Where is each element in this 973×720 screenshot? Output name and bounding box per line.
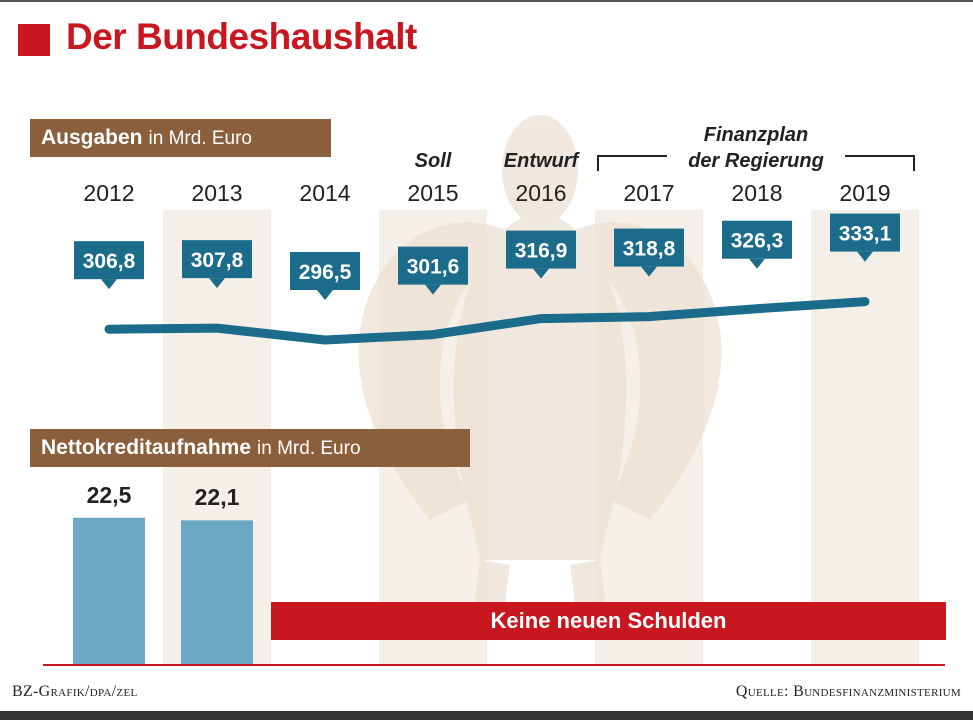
callout-pointer xyxy=(209,278,225,289)
finanzplan-bracket-right-leg xyxy=(913,155,915,171)
kredit-bar xyxy=(181,520,253,664)
value-callout xyxy=(398,246,468,285)
footer-credit: BZ-Grafik/dpa/zel xyxy=(12,683,138,700)
year-label: 2013 xyxy=(191,180,243,206)
value-callout xyxy=(722,220,792,259)
callout-pointer xyxy=(317,290,333,300)
column-band-2019 xyxy=(811,210,919,665)
callout-pointer xyxy=(425,284,441,295)
ausgaben-unit: in Mrd. Euro xyxy=(148,128,252,149)
bar-value-label: 22,5 xyxy=(86,481,132,508)
year-label: 2019 xyxy=(839,180,891,206)
callout-pointer xyxy=(101,279,117,290)
callout-pointer xyxy=(533,268,549,279)
no-new-debt-banner: Keine neuen Schulden xyxy=(271,602,946,640)
callout-pointer xyxy=(749,258,765,269)
year-label: 2015 xyxy=(407,180,459,206)
year-label: 2018 xyxy=(731,180,783,206)
value-callout xyxy=(830,213,900,252)
year-label: 2012 xyxy=(83,180,135,206)
bottom-rule xyxy=(0,711,973,720)
ausgaben-label-text: Ausgaben xyxy=(41,126,143,149)
chart-title: Der Bundeshaushalt xyxy=(66,16,417,57)
title-marker xyxy=(18,24,50,56)
year-label: 2016 xyxy=(515,180,567,206)
value-callout xyxy=(290,252,360,290)
finanzplan-bracket-left xyxy=(597,155,667,157)
value-callout xyxy=(614,228,684,267)
phase-soll: Soll xyxy=(414,150,452,172)
ausgaben-label: Ausgaben in Mrd. Euro xyxy=(30,119,331,157)
phase-finanzplan-line1: Finanzplan xyxy=(703,124,809,146)
phase-entwurf: Entwurf xyxy=(503,150,579,172)
top-rule xyxy=(0,0,973,2)
year-label: 2017 xyxy=(623,180,675,206)
finanzplan-bracket-left-leg xyxy=(597,155,599,171)
callout-pointer xyxy=(857,251,873,262)
value-callout xyxy=(506,230,576,269)
bar-value-label: 22,1 xyxy=(194,484,240,511)
footer-source: Quelle: Bundesfinanzministerium xyxy=(735,683,961,700)
year-label: 2014 xyxy=(299,180,351,206)
value-label: 316,9 xyxy=(515,240,568,263)
value-callout xyxy=(182,240,252,279)
value-label: 326,3 xyxy=(731,230,784,253)
value-label: 296,5 xyxy=(299,261,352,284)
value-label: 306,8 xyxy=(83,250,136,273)
kredit-label-text: Nettokreditaufnahme xyxy=(41,436,252,459)
value-label: 333,1 xyxy=(839,223,892,246)
callout-pointer xyxy=(641,266,657,277)
kredit-label: Nettokreditaufnahme in Mrd. Euro xyxy=(30,429,470,467)
value-label: 307,8 xyxy=(191,249,244,272)
kredit-bar xyxy=(73,517,145,664)
kredit-unit: in Mrd. Euro xyxy=(257,438,361,459)
phase-finanzplan-line2: der Regierung xyxy=(688,150,824,172)
value-label: 318,8 xyxy=(623,238,676,261)
expenditure-line xyxy=(104,297,870,345)
value-callout xyxy=(74,241,144,280)
value-label: 301,6 xyxy=(407,256,460,279)
finanzplan-bracket-right xyxy=(845,155,915,157)
baseline xyxy=(43,664,945,666)
